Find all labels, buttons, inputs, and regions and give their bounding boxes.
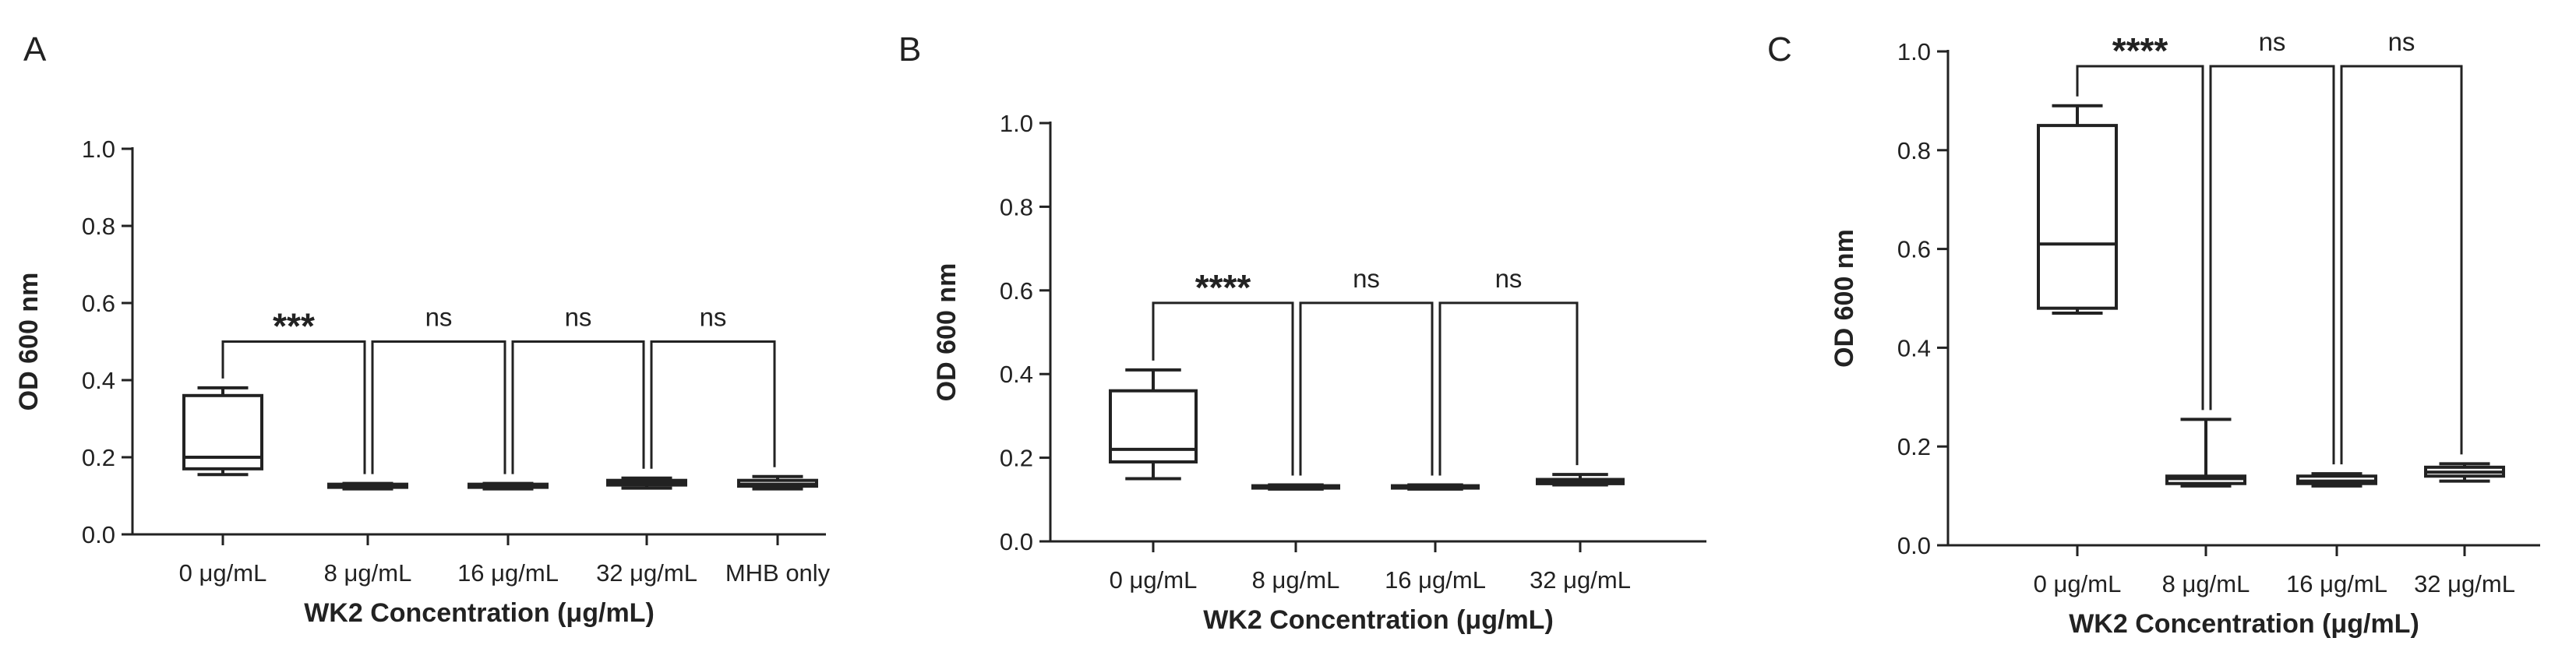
- panel-c-category-label: 0 μg/mL: [2034, 570, 2122, 597]
- panel-c-y-tick-label: 1.0: [1897, 38, 1931, 65]
- panel-a-box-1: [182, 386, 263, 477]
- panel-b-box-1: [1109, 368, 1198, 481]
- panel-b-significance-bracket: [1152, 301, 1294, 476]
- panel-a-y-tick-label: 0.6: [82, 290, 115, 317]
- panel-b-y-tick-label: 0.8: [1000, 193, 1033, 220]
- panel-a-category-label: 16 μg/mL: [457, 559, 559, 587]
- panel-a-y-tick-label: 0.2: [82, 444, 115, 471]
- panel-c-significance-label: ns: [2259, 27, 2286, 56]
- panel-a-category-label: 32 μg/mL: [596, 559, 697, 587]
- panel-c-significance-bracket: [2340, 65, 2463, 465]
- panel-c-y-tick-label: 0.4: [1897, 334, 1931, 361]
- panel-c-significance-label: ns: [2388, 27, 2415, 56]
- panel-a-significance-bracket: [650, 340, 776, 469]
- panel-b-category-label: 0 μg/mL: [1110, 566, 1198, 594]
- panel-b-y-tick-label: 0.4: [1000, 361, 1033, 388]
- panel-c-y-tick-label: 0.2: [1897, 433, 1931, 460]
- panel-b-y-tick-label: 1.0: [1000, 110, 1033, 137]
- panel-a-significance-label: ns: [425, 303, 453, 332]
- panel-a-letter: A: [23, 30, 47, 69]
- panel-a-significance-label: ns: [700, 303, 727, 332]
- panel-c-box-2: [2165, 418, 2246, 488]
- panel-b-significance-bracket: [1438, 301, 1579, 476]
- panel-a-box-5: [737, 474, 818, 491]
- panel-c-category-label: 16 μg/mL: [2286, 570, 2387, 597]
- panel-a-significance-bracket: [371, 340, 506, 474]
- panel-c-box-3: [2296, 472, 2377, 488]
- panel-b-x-axis-title: WK2 Concentration (μg/mL): [1203, 605, 1554, 635]
- panel-a-significance-label: ns: [565, 303, 592, 332]
- panel-c-y-tick-label: 0.0: [1897, 532, 1931, 559]
- panel-b-y-axis-title: OD 600 nm: [932, 263, 962, 402]
- panel-a-significance-bracket: [511, 340, 645, 474]
- panel-c-letter: C: [1767, 30, 1792, 69]
- panel-b-y-tick-label: 0.0: [1000, 528, 1033, 555]
- panel-a-category-label: 0 μg/mL: [179, 559, 267, 587]
- panel-a: A 0.0 0.2 0.4 0.6 0.8 1.0 0 μg/mL 8 μg/mL 16 μg/m…: [14, 30, 831, 628]
- panel-c-category-label: 8 μg/mL: [2162, 570, 2250, 597]
- panel-c-y-tick-label: 0.6: [1897, 236, 1931, 263]
- panel-a-y-tick-label: 1.0: [82, 136, 115, 163]
- panel-b: B 0.0 0.2 0.4 0.6 0.8 1.0 0 μg/mL 8 μg/mL 16 μg/m…: [898, 30, 1706, 635]
- panel-b-category-label: 16 μg/mL: [1385, 566, 1486, 594]
- box-body: [182, 393, 263, 470]
- panel-b-significance-label: ns: [1495, 264, 1523, 293]
- panel-b-category-label: 32 μg/mL: [1530, 566, 1631, 594]
- panel-b-significance-label: ****: [1195, 267, 1251, 308]
- panel-b-significance-bracket: [1299, 301, 1434, 476]
- panel-c-x-axis-title: WK2 Concentration (μg/mL): [2069, 609, 2419, 639]
- panel-c: C 0.0 0.2 0.4 0.6 0.8 1.0 0 μg/mL 8 μg/mL 16 μg/m…: [1767, 27, 2540, 639]
- panel-b-y-tick-label: 0.6: [1000, 277, 1033, 305]
- panel-c-box-4: [2424, 462, 2505, 483]
- panel-a-box-4: [606, 476, 687, 490]
- panel-a-y-axis-title: OD 600 nm: [14, 273, 44, 411]
- panel-a-y-tick-label: 0.0: [82, 521, 115, 548]
- panel-c-significance-bracket: [2076, 65, 2204, 411]
- panel-a-category-label: MHB only: [725, 559, 831, 587]
- panel-a-y-tick-label: 0.8: [82, 213, 115, 240]
- panel-a-x-axis-title: WK2 Concentration (μg/mL): [304, 598, 655, 628]
- panel-b-y-tick-label: 0.2: [1000, 445, 1033, 472]
- panel-c-box-1: [2037, 104, 2118, 315]
- panel-b-category-label: 8 μg/mL: [1252, 566, 1340, 594]
- panel-c-significance-bracket: [2209, 65, 2335, 465]
- panel-b-box-4: [1536, 473, 1625, 487]
- box-body: [1109, 389, 1198, 463]
- panel-c-significance-label: ****: [2112, 30, 2168, 71]
- panel-a-y-tick-label: 0.4: [82, 367, 115, 394]
- panel-c-category-label: 32 μg/mL: [2414, 570, 2515, 597]
- panel-a-significance-bracket: [221, 340, 366, 474]
- panel-c-y-axis-title: OD 600 nm: [1830, 229, 1859, 368]
- panel-a-box-2: [327, 481, 408, 491]
- panel-a-box-3: [468, 481, 549, 491]
- panel-b-significance-label: ns: [1353, 264, 1380, 293]
- panel-c-y-tick-label: 0.8: [1897, 137, 1931, 164]
- panel-b-letter: B: [898, 30, 921, 69]
- box-body: [2037, 124, 2118, 310]
- panel-b-box-2: [1251, 483, 1340, 491]
- panel-a-significance-label: ***: [273, 306, 315, 347]
- panel-b-box-3: [1391, 483, 1480, 491]
- panel-a-category-label: 8 μg/mL: [324, 559, 412, 587]
